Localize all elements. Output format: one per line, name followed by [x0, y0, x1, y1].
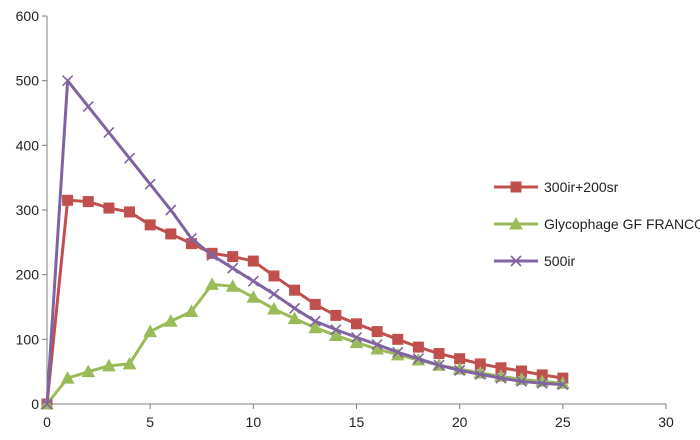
- data-point: [516, 375, 528, 387]
- data-point: [185, 232, 197, 245]
- legend-label: 500ir: [544, 253, 575, 269]
- legend-marker: [510, 255, 522, 267]
- axes: 0 100 200 300 400 500 600 0 5 10 15 20 25 30: [16, 8, 674, 430]
- data-point: [495, 372, 507, 384]
- data-point: [225, 279, 240, 292]
- legend-marker: [509, 216, 523, 230]
- x-tick-label: 30: [658, 414, 674, 430]
- y-tick-label: 200: [16, 267, 40, 283]
- data-point: [371, 338, 383, 351]
- data-point: [205, 277, 219, 290]
- data-point: [267, 301, 281, 315]
- data-point: [165, 228, 177, 240]
- x-tick-label: 0: [43, 414, 51, 430]
- legend-item: 500ir: [494, 253, 575, 269]
- data-point: [308, 320, 323, 334]
- data-point: [412, 341, 424, 353]
- data-point: [124, 206, 136, 218]
- data-point: [349, 335, 364, 349]
- data-point: [268, 288, 280, 300]
- data-point: [392, 346, 404, 358]
- x-tick-label: 25: [555, 414, 571, 430]
- data-point: [62, 194, 74, 206]
- data-point: [350, 331, 363, 343]
- data-point: [206, 247, 218, 259]
- data-point: [433, 348, 445, 360]
- data-point: [474, 368, 486, 380]
- data-point: [103, 126, 115, 138]
- data-point: [82, 196, 94, 208]
- data-point: [163, 314, 178, 327]
- data-point: [268, 270, 280, 282]
- y-tick-label: 400: [16, 137, 40, 153]
- data-point: [433, 359, 445, 371]
- y-tick-label: 600: [16, 8, 40, 24]
- data-point: [309, 315, 321, 327]
- data-point: [227, 251, 239, 263]
- legend-label: 300ir+200sr: [544, 179, 619, 195]
- data-point: [289, 284, 301, 296]
- x-tick-label: 5: [146, 414, 154, 430]
- data-point: [206, 249, 218, 261]
- y-tick-label: 300: [16, 202, 40, 218]
- legend-label: Glycophage GF FRANCO: [544, 216, 700, 232]
- x-tick-label: 10: [246, 414, 262, 430]
- series-layer: [40, 75, 570, 410]
- data-point: [62, 75, 74, 87]
- series-line: [45, 282, 563, 405]
- legend-marker: [510, 181, 522, 193]
- data-point: [309, 298, 321, 310]
- data-point: [287, 311, 302, 325]
- series-2: [41, 75, 569, 410]
- data-point: [144, 219, 156, 231]
- data-point: [103, 202, 115, 214]
- data-point: [144, 178, 156, 190]
- data-point: [60, 371, 75, 384]
- data-point: [412, 353, 424, 365]
- data-point: [351, 318, 362, 330]
- data-point: [165, 204, 177, 216]
- x-tick-label: 20: [452, 414, 468, 430]
- data-point: [247, 275, 259, 287]
- data-point: [329, 328, 343, 341]
- y-tick-label: 100: [16, 331, 40, 347]
- series-line: [45, 79, 563, 405]
- data-point: [371, 326, 383, 338]
- data-point: [247, 255, 259, 267]
- data-point: [392, 333, 404, 345]
- y-tick-label: 0: [31, 396, 39, 412]
- data-point: [41, 398, 53, 410]
- data-point: [246, 290, 261, 303]
- legend-item: Glycophage GF FRANCO: [494, 216, 700, 232]
- data-point: [557, 379, 569, 391]
- legend: 300ir+200sr Glycophage GF FRANCO 500ir: [494, 179, 700, 269]
- data-point: [184, 304, 199, 318]
- data-point: [123, 152, 136, 164]
- data-point: [289, 302, 301, 314]
- data-point: [102, 358, 116, 372]
- data-point: [143, 324, 158, 338]
- data-point: [330, 309, 342, 321]
- legend-item: 300ir+200sr: [494, 179, 619, 195]
- data-point: [454, 364, 466, 376]
- data-point: [82, 100, 94, 113]
- data-point: [122, 356, 137, 370]
- data-point: [81, 364, 96, 378]
- data-point: [227, 262, 239, 274]
- x-tick-label: 15: [349, 414, 365, 430]
- data-point: [330, 324, 342, 336]
- y-tick-label: 500: [16, 73, 40, 89]
- data-point: [536, 377, 548, 389]
